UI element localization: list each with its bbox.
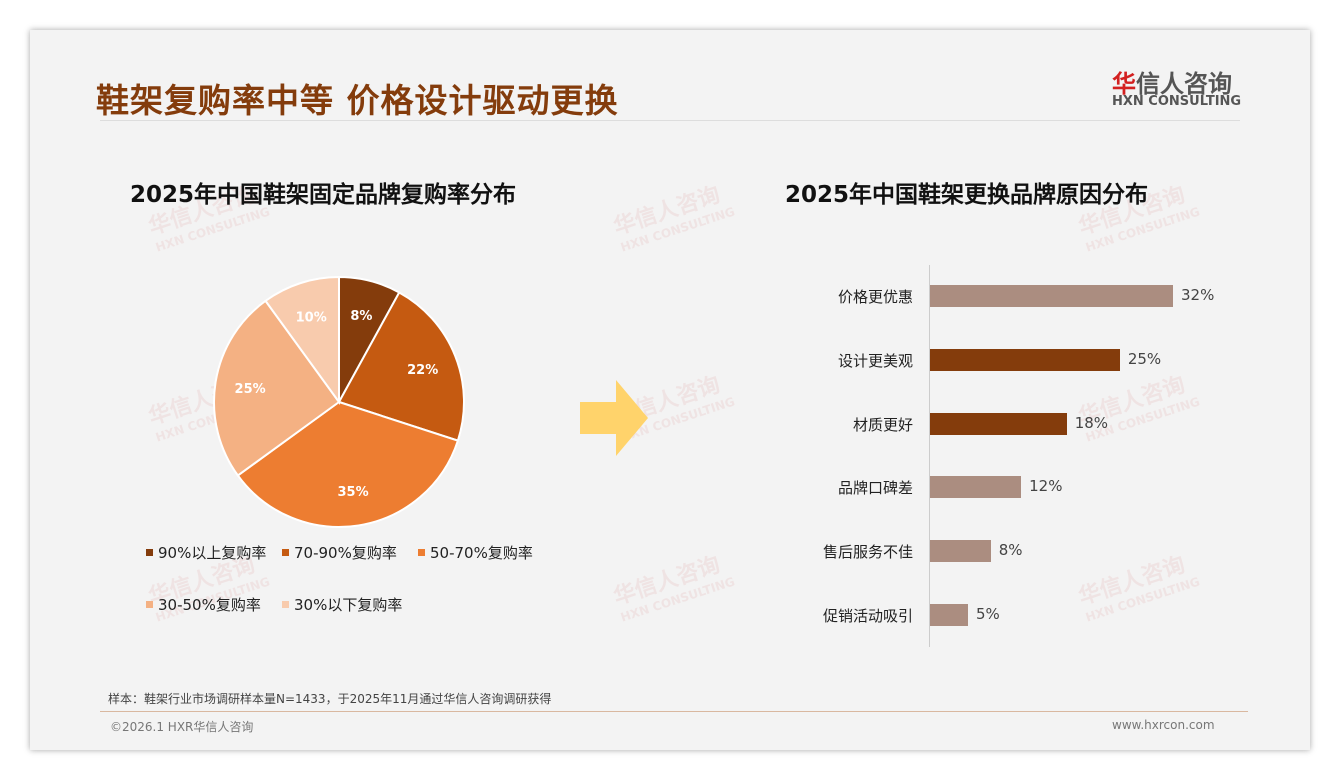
bar: [930, 348, 1120, 371]
legend-item: 30%以下复购率: [282, 594, 402, 615]
divider: [100, 120, 1240, 121]
bar-value-label: 25%: [1127, 349, 1162, 368]
legend-label: 30%以下复购率: [294, 596, 403, 614]
bar-category-label: 售后服务不佳: [822, 543, 913, 562]
bar-value-label: 32%: [1181, 286, 1215, 304]
legend-swatch: [146, 601, 153, 608]
pie-chart: 8% 22% 35% 25% 10%: [213, 275, 465, 528]
pie-slice: [264, 275, 340, 406]
bar-category-label: 促销活动吸引: [822, 607, 913, 625]
bar-category-label: 材质更好: [852, 415, 913, 434]
bar-category-label: 品牌口碑差: [837, 479, 913, 498]
legend-item: 50-70%复购率: [418, 542, 533, 563]
logo-en: HXN CONSULTING: [1112, 94, 1242, 109]
sample-note: 样本：鞋架行业市场调研样本量N=1433，于2025年11月通过华信人咨询调研获…: [108, 692, 552, 706]
legend-label: 30-50%复购率: [158, 596, 261, 614]
legend-item: 70-90%复购率: [282, 542, 397, 563]
pie-label: 10%: [296, 310, 327, 325]
bar-category-label: 价格更优惠: [837, 288, 913, 306]
bar-value-label: 18%: [1074, 413, 1109, 432]
bar-value-label: 12%: [1029, 477, 1063, 496]
bar-title: 2025年中国鞋架更换品牌原因分布: [785, 182, 1149, 208]
slide: 鞋架复购率中等 价格设计驱动更换 华信人咨询 HXN CONSULTING 华信…: [30, 30, 1310, 750]
pie-slice: [236, 400, 460, 528]
pie-label: 35%: [338, 485, 369, 500]
bar: [930, 540, 991, 563]
legend-label: 90%以上复购率: [158, 544, 267, 562]
pie-title: 2025年中国鞋架固定品牌复购率分布: [130, 182, 517, 208]
bar-value-label: 8%: [998, 541, 1023, 560]
logo-accent: 华: [1112, 70, 1136, 98]
bar-value-label: 5%: [975, 605, 1000, 623]
pie-label: 8%: [350, 309, 372, 324]
bar: [930, 476, 1022, 499]
bar-axis: [929, 265, 930, 647]
logo-text: 信人咨询: [1136, 70, 1232, 98]
pie-label: 22%: [407, 363, 438, 378]
copyright: ©2026.1 HXR华信人咨询: [110, 720, 254, 734]
bar: [930, 285, 1173, 307]
legend-label: 50-70%复购率: [430, 544, 533, 562]
legend-swatch: [146, 549, 153, 556]
pie-slice: [213, 299, 341, 477]
footer-divider: [100, 711, 1248, 712]
arrow-icon: [580, 380, 648, 456]
page-title: 鞋架复购率中等 价格设计驱动更换: [96, 81, 619, 120]
bar-category-label: 设计更美观: [837, 351, 913, 370]
legend-item: 90%以上复购率: [146, 542, 266, 563]
pie-label: 25%: [235, 382, 266, 397]
website-link[interactable]: www.hxrcon.com: [1112, 718, 1215, 732]
legend-swatch: [418, 549, 425, 556]
pie-slice: [337, 291, 465, 442]
legend-swatch: [282, 601, 289, 608]
logo: 华信人咨询: [1112, 64, 1232, 99]
legend-label: 70-90%复购率: [294, 544, 397, 562]
legend-swatch: [282, 549, 289, 556]
bar: [930, 604, 968, 626]
legend-item: 30-50%复购率: [146, 594, 261, 615]
bar: [930, 412, 1067, 435]
